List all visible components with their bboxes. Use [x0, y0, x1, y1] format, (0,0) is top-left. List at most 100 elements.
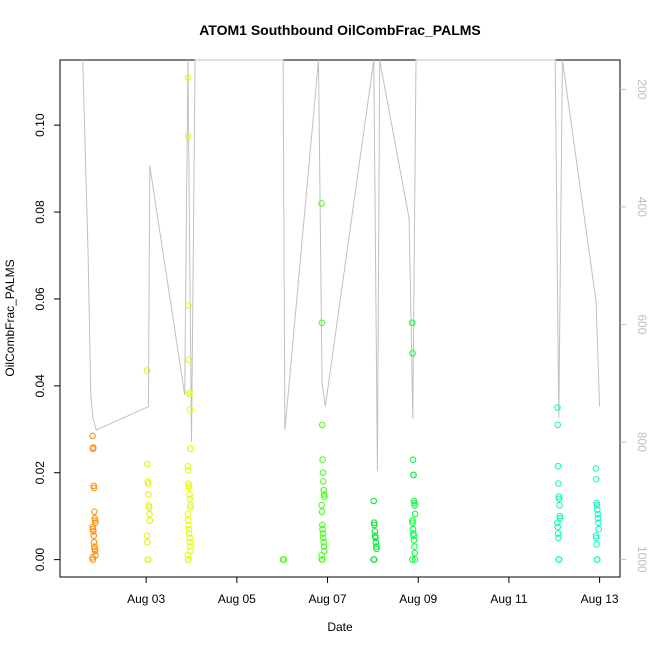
- data-point: [320, 538, 328, 546]
- data-point: [185, 556, 192, 563]
- data-point: [593, 541, 600, 548]
- altitude-axis: 200 400 600 800 1000: [620, 79, 649, 573]
- y-tick-label: 0.08: [33, 200, 47, 224]
- data-point: [91, 508, 98, 516]
- data-point: [187, 502, 194, 509]
- data-point: [90, 532, 97, 540]
- data-point: [320, 478, 327, 485]
- data-point: [89, 432, 96, 440]
- y-tick-label: 0.02: [33, 461, 47, 485]
- altitude-trace: [82, 59, 601, 472]
- data-point: [319, 456, 326, 464]
- data-point: [409, 350, 416, 357]
- data-point: [145, 504, 153, 511]
- data-point: [594, 556, 601, 563]
- data-point: [186, 391, 193, 398]
- y-axis: 0.00 0.02 0.04 0.06 0.08 0.10: [33, 113, 60, 571]
- data-point: [185, 302, 192, 309]
- data-point: [319, 525, 326, 533]
- data-point: [143, 532, 151, 540]
- x-tick-label: Aug 13: [581, 592, 619, 606]
- data-point: [554, 404, 561, 411]
- data-point: [186, 495, 194, 503]
- data-point: [554, 421, 562, 429]
- y-tick-label: 0.00: [33, 548, 47, 572]
- data-point: [184, 552, 192, 559]
- data-point: [555, 480, 562, 487]
- data-point: [319, 469, 327, 477]
- data-point: [555, 534, 562, 542]
- data-point: [91, 547, 99, 555]
- data-point: [187, 445, 194, 453]
- data-point: [146, 510, 153, 518]
- data-point: [318, 200, 325, 207]
- altitude-line: [82, 59, 601, 472]
- data-point: [409, 525, 417, 533]
- data-point: [593, 534, 600, 542]
- data-point: [554, 462, 562, 470]
- y-tick-label: 0.06: [33, 287, 47, 311]
- chart-title: ATOM1 Southbound OilCombFrac_PALMS: [199, 22, 481, 38]
- data-point: [371, 528, 379, 535]
- data-point: [145, 502, 153, 509]
- data-point: [409, 556, 416, 563]
- data-point: [184, 517, 192, 524]
- data-point: [410, 536, 418, 544]
- y2-tick-label: 800: [635, 432, 649, 452]
- data-point: [185, 521, 192, 529]
- data-point: [372, 534, 379, 542]
- y2-tick-label: 400: [635, 197, 649, 217]
- data-point: [409, 517, 416, 524]
- x-tick-label: Aug 11: [490, 592, 527, 606]
- y2-tick-label: 600: [635, 314, 649, 334]
- data-point: [319, 521, 326, 529]
- data-point: [187, 543, 194, 550]
- x-axis: Aug 03 Aug 05 Aug 07 Aug 09 Aug 11 Aug 13: [127, 577, 619, 606]
- data-point: [320, 486, 328, 494]
- data-point: [410, 471, 418, 479]
- data-point: [319, 421, 326, 429]
- data-point: [555, 495, 563, 503]
- data-point: [411, 510, 419, 518]
- data-point: [185, 484, 193, 492]
- data-point: [411, 556, 419, 563]
- x-tick-label: Aug 09: [399, 592, 437, 606]
- data-point: [370, 519, 378, 527]
- data-point: [594, 515, 602, 522]
- data-point: [372, 538, 380, 546]
- data-point: [554, 519, 561, 527]
- data-point: [146, 517, 154, 524]
- y-axis-label: OilCombFrac_PALMS: [3, 259, 17, 376]
- data-point: [409, 456, 417, 464]
- x-tick-label: Aug 07: [309, 592, 347, 606]
- data-point: [555, 556, 563, 563]
- data-point: [373, 545, 380, 553]
- data-point: [554, 530, 562, 537]
- data-point: [185, 356, 193, 364]
- data-point: [319, 530, 327, 537]
- y2-tick-label: 1000: [635, 546, 649, 573]
- data-point: [185, 530, 193, 537]
- data-point: [554, 523, 562, 531]
- y-tick-label: 0.04: [33, 374, 47, 398]
- y-tick-label: 0.10: [33, 113, 47, 137]
- data-point: [595, 519, 602, 527]
- data-point: [144, 556, 152, 563]
- data-point: [143, 367, 151, 374]
- data-point: [91, 543, 98, 550]
- data-point: [144, 460, 151, 468]
- data-point: [372, 543, 380, 550]
- data-point: [320, 543, 328, 550]
- data-point: [144, 538, 151, 546]
- data-point: [320, 534, 327, 542]
- data-point: [144, 480, 152, 487]
- data-point: [90, 528, 97, 535]
- data-point: [321, 493, 328, 500]
- data-point: [555, 493, 563, 500]
- data-point: [91, 517, 99, 524]
- data-point: [411, 502, 419, 509]
- data-point: [410, 532, 418, 540]
- data-point: [186, 406, 194, 414]
- x-axis-label: Date: [327, 620, 353, 634]
